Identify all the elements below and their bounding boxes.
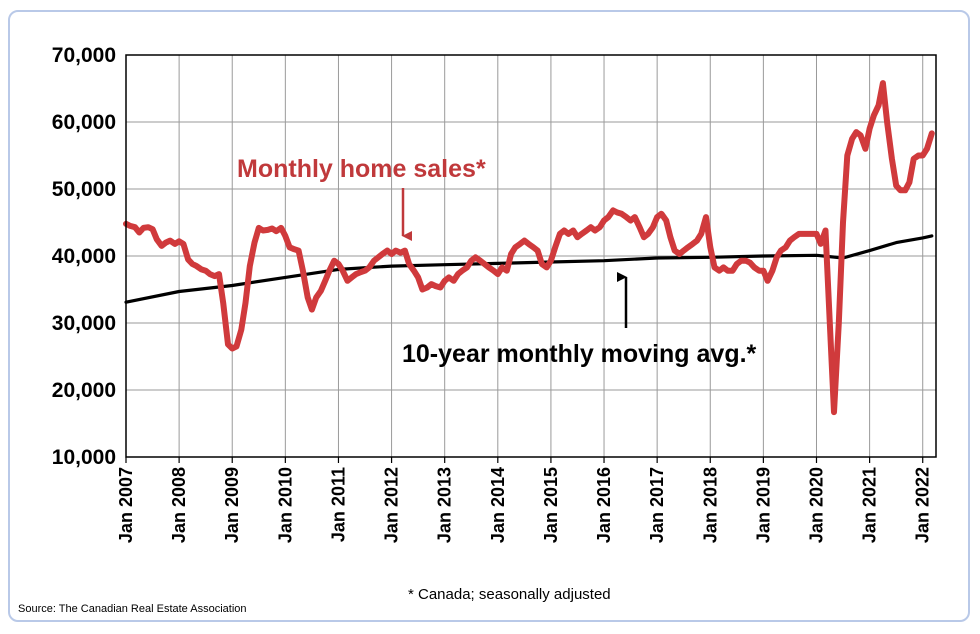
data-series — [123, 80, 935, 416]
x-tick-label: Jan 2017 — [647, 467, 667, 543]
x-tick-label: Jan 2018 — [700, 467, 720, 543]
chart-frame — [8, 10, 970, 622]
footnote: * Canada; seasonally adjusted — [408, 586, 611, 603]
y-tick-label: 60,000 — [52, 111, 116, 134]
sales-annotation-label: Monthly home sales* — [237, 155, 486, 183]
y-tick-label: 50,000 — [52, 178, 116, 201]
gridlines — [125, 54, 936, 463]
x-tick-label: Jan 2019 — [753, 467, 773, 543]
y-tick-label: 40,000 — [52, 245, 116, 268]
moving-average-line — [124, 234, 934, 304]
x-tick-label: Jan 2008 — [169, 467, 189, 543]
x-axis-tick-labels: Jan 2007 Jan 2008 Jan 2009 Jan 2010 Jan 2011… — [116, 467, 933, 543]
x-tick-label: Jan 2009 — [222, 467, 242, 543]
x-tick-label: Jan 2011 — [328, 467, 348, 542]
x-tick-label: Jan 2010 — [275, 467, 295, 543]
x-tick-label: Jan 2020 — [806, 467, 826, 543]
x-tick-label: Jan 2021 — [860, 467, 880, 543]
avg-annotation-label: 10-year monthly moving avg.* — [402, 340, 757, 368]
x-tick-label: Jan 2007 — [116, 467, 136, 543]
x-tick-label: Jan 2016 — [594, 467, 614, 543]
x-tick-label: Jan 2014 — [488, 467, 508, 543]
y-tick-label: 70,000 — [52, 44, 116, 67]
x-tick-label: Jan 2022 — [913, 467, 933, 543]
x-tick-label: Jan 2013 — [435, 467, 455, 543]
x-tick-label: Jan 2012 — [382, 467, 402, 543]
source-note: Source: The Canadian Real Estate Associa… — [18, 603, 247, 615]
monthly-sales-line — [123, 80, 935, 416]
plot-area-border — [125, 54, 937, 458]
y-axis-tick-labels: 10,000 20,000 30,000 40,000 50,000 60,000 70,0… — [52, 44, 116, 469]
x-tick-label: Jan 2015 — [541, 467, 561, 543]
y-tick-label: 20,000 — [52, 379, 116, 402]
y-tick-label: 10,000 — [52, 446, 116, 469]
y-tick-label: 30,000 — [52, 312, 116, 335]
